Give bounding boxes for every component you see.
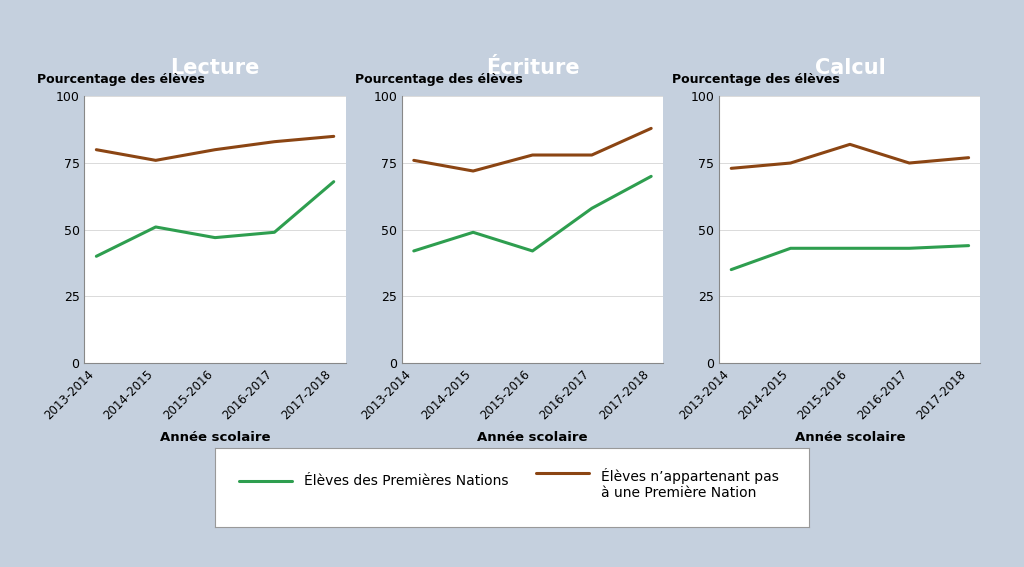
Text: Pourcentage des élèves: Pourcentage des élèves [355, 73, 522, 86]
Text: Lecture: Lecture [170, 58, 260, 78]
X-axis label: Année scolaire: Année scolaire [477, 430, 588, 443]
Text: Calcul: Calcul [814, 58, 886, 78]
Text: Pourcentage des élèves: Pourcentage des élèves [673, 73, 840, 86]
Text: Élèves des Premières Nations: Élèves des Premières Nations [304, 474, 509, 488]
X-axis label: Année scolaire: Année scolaire [160, 430, 270, 443]
X-axis label: Année scolaire: Année scolaire [795, 430, 905, 443]
Text: Élèves n’appartenant pas
à une Première Nation: Élèves n’appartenant pas à une Première … [601, 468, 779, 500]
Text: Écriture: Écriture [485, 58, 580, 78]
Text: Pourcentage des élèves: Pourcentage des élèves [38, 73, 205, 86]
